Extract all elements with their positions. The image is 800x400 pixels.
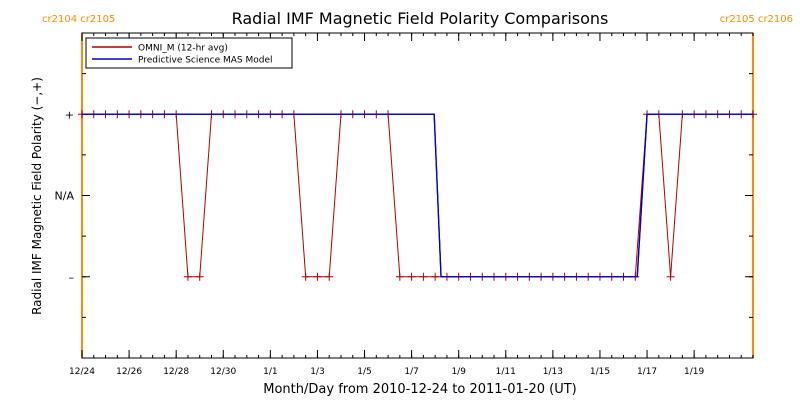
legend-entry-label: Predictive Science MAS Model <box>138 56 273 66</box>
plot-frame <box>81 32 754 359</box>
y-tick-label: + <box>65 108 74 121</box>
legend-box <box>85 37 293 69</box>
data-point-marker <box>395 272 404 281</box>
legend: OMNI_M (12-hr avg) Predictive Science MAS… <box>85 37 293 69</box>
y-tick-label: – <box>69 271 75 284</box>
y-axis-label: Radial IMF Magnetic Field Polarity (−,+) <box>30 77 44 315</box>
data-point-marker <box>301 272 310 281</box>
x-tick-label: 12/30 <box>210 367 236 377</box>
data-point-marker <box>195 272 204 281</box>
series-line <box>82 113 753 278</box>
x-axis-label: Month/Day from 2010-12-24 to 2011-01-20 … <box>263 382 576 397</box>
x-tick-label: 12/28 <box>163 367 189 377</box>
x-tick-label: 12/26 <box>116 367 142 377</box>
carrington-label: cr2104 cr2105 <box>42 14 115 25</box>
axes: 12/24 12/26 12/28 12/30 1/1 1/3 1/5 1/7 1/9 1/11 1… <box>55 32 754 377</box>
chart-title: Radial IMF Magnetic Field Polarity Compa… <box>232 9 609 28</box>
y-tick-label: N/A <box>55 190 75 203</box>
x-tick-label: 1/13 <box>543 367 563 377</box>
data-point-marker <box>313 272 322 281</box>
x-tick-label: 1/5 <box>357 367 371 377</box>
data-point-marker <box>407 272 416 281</box>
legend-entry-label: OMNI_M (12-hr avg) <box>138 44 228 54</box>
x-tick-label: 1/17 <box>637 367 657 377</box>
data-point-marker <box>666 272 675 281</box>
data-point-marker <box>183 272 192 281</box>
series-layer <box>78 110 757 281</box>
x-tick-label: 1/1 <box>263 367 277 377</box>
x-tick-label: 12/24 <box>69 367 95 377</box>
x-tick-label: 1/3 <box>310 367 324 377</box>
carrington-label: cr2105 cr2106 <box>720 14 793 25</box>
x-tick-label: 1/9 <box>451 367 466 377</box>
x-tick-label: 1/15 <box>590 367 610 377</box>
x-tick-label: 1/19 <box>684 367 704 377</box>
x-tick-label: 1/11 <box>496 367 516 377</box>
data-point-marker <box>419 272 428 281</box>
data-point-marker <box>431 272 440 281</box>
data-point-marker <box>325 272 334 281</box>
series-line <box>82 113 753 278</box>
x-tick-label: 1/7 <box>404 367 418 377</box>
series-line <box>82 113 753 278</box>
